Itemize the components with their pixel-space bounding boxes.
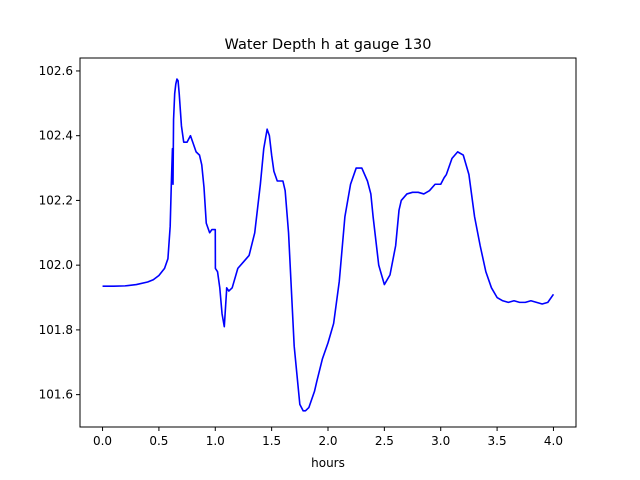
- x-tick-label: 2.0: [318, 434, 337, 448]
- x-axis-label: hours: [311, 456, 345, 470]
- x-tick-label: 2.5: [375, 434, 394, 448]
- chart-title: Water Depth h at gauge 130: [225, 37, 432, 53]
- y-axis-ticks: 101.6 101.8 102.0 102.2 102.4 102.6: [39, 64, 80, 402]
- x-tick-label: 3.5: [488, 434, 507, 448]
- y-tick-label: 101.8: [39, 323, 73, 337]
- plot-frame: [79, 57, 577, 428]
- x-tick-label: 0.5: [149, 434, 168, 448]
- x-tick-label: 1.0: [206, 434, 225, 448]
- y-tick-label: 102.6: [39, 64, 73, 78]
- x-tick-label: 0.0: [93, 434, 112, 448]
- y-tick-label: 102.2: [39, 193, 73, 207]
- x-tick-label: 3.0: [431, 434, 450, 448]
- x-tick-label: 4.0: [544, 434, 563, 448]
- x-tick-label: 1.5: [262, 434, 281, 448]
- y-tick-label: 101.6: [39, 388, 73, 402]
- y-tick-label: 102.4: [39, 129, 73, 143]
- plot-area: [102, 78, 555, 412]
- series-line-0: [102, 78, 555, 412]
- x-axis-ticks: 0.0 0.5 1.0 1.5 2.0 2.5 3.0 3.5 4.0: [93, 427, 563, 448]
- y-tick-label: 102.0: [39, 258, 73, 272]
